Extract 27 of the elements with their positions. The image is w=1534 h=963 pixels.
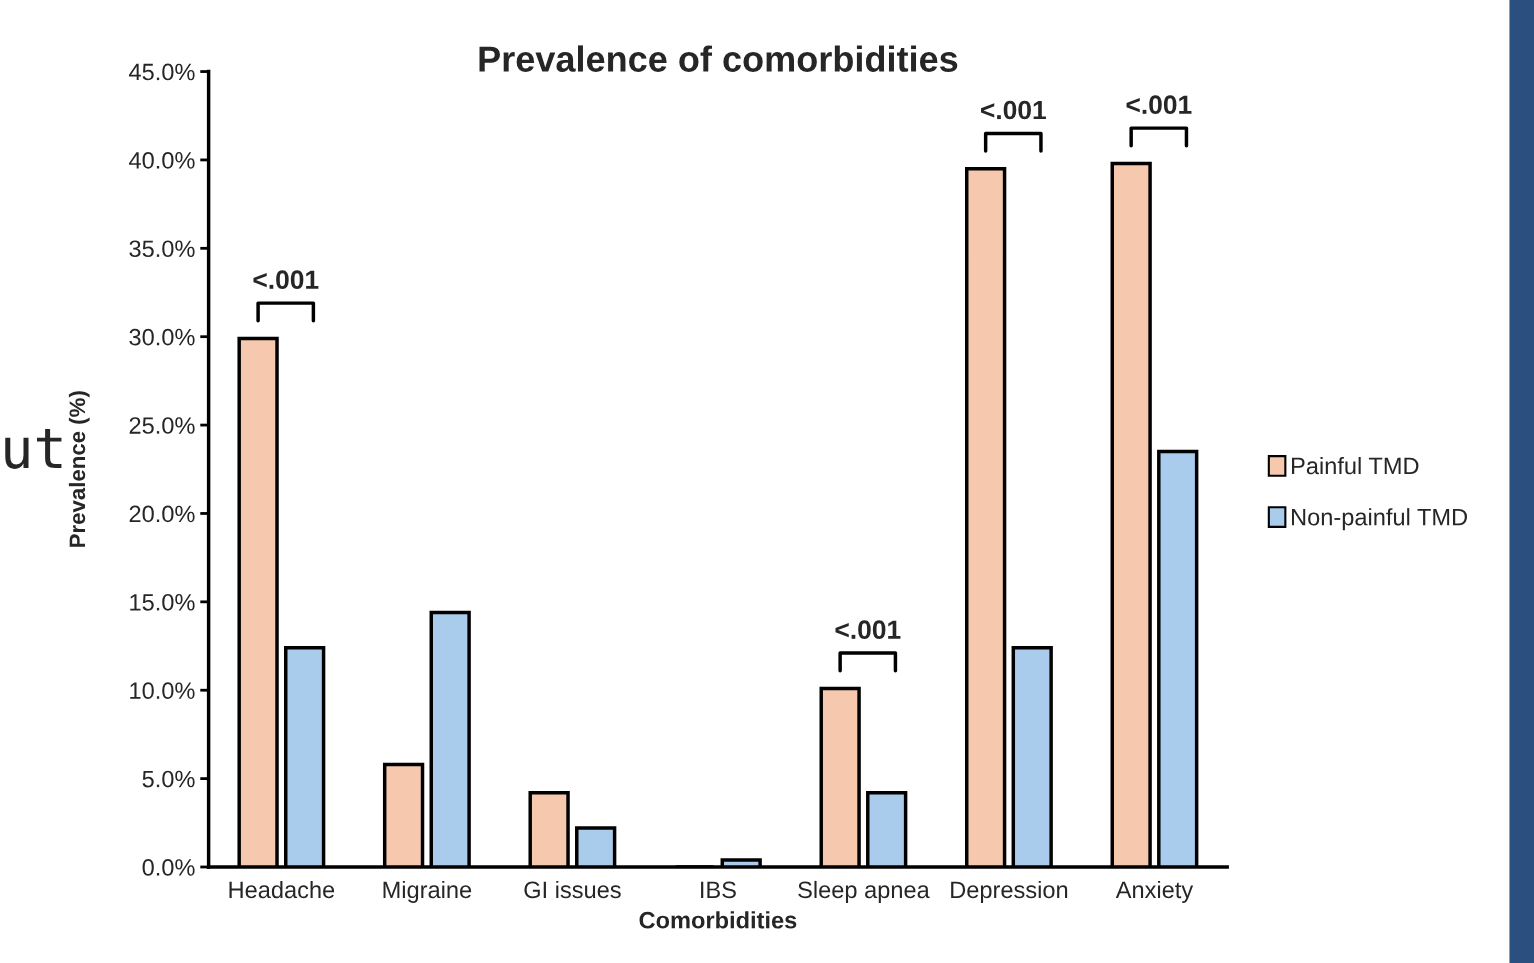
y-tick-label: 0.0%	[142, 859, 195, 876]
legend-label: Non-painful TMD	[1292, 508, 1467, 531]
y-tick-label: 30.0%	[129, 328, 195, 346]
y-tick-label: 15.0%	[130, 593, 195, 611]
x-tick-label: Sleep apnea	[798, 880, 930, 903]
y-tick-label: 10.0%	[130, 682, 195, 700]
y-tick-label: 20.0%	[129, 505, 195, 523]
chart-title: Prevalence of comorbidities	[479, 45, 958, 72]
annotation: <.001	[981, 100, 1046, 120]
text: ut	[5, 429, 62, 469]
y-tick-label: 45.0%	[129, 63, 195, 81]
annotation: <.001	[253, 270, 319, 290]
y-tick-label: 25.0%	[129, 417, 195, 434]
x-tick-label: Migraine	[383, 880, 472, 903]
y-axis-title: Prevalence (%)	[68, 391, 90, 547]
y-tick-label: 5.0%	[142, 770, 195, 788]
x-tick-label: Anxiety	[1115, 880, 1194, 903]
legend-label: Painful TMD	[1292, 456, 1419, 475]
x-tick-label: IBS	[701, 881, 736, 899]
y-tick-label: 35.0%	[129, 240, 195, 258]
x-axis-title: Comorbidities	[639, 911, 797, 929]
annotation: <.001	[835, 620, 901, 640]
annotation: <.001	[1126, 95, 1192, 115]
x-tick-label: Headache	[229, 880, 335, 899]
y-tick-label: 40.0%	[129, 152, 195, 169]
x-tick-label: GI issues	[524, 880, 621, 899]
x-tick-label: Depression	[951, 880, 1068, 903]
